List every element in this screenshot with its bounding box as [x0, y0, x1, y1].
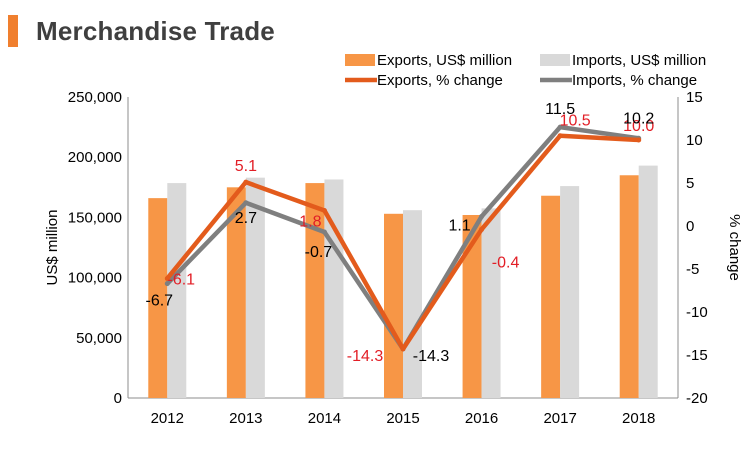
chart-lines [164, 124, 642, 352]
y-left-tick-label: 0 [114, 390, 122, 407]
exports-change-point [636, 137, 642, 143]
imports-change-point [243, 200, 249, 206]
y-right-tick-label: 0 [686, 218, 694, 235]
chart-bars [148, 165, 658, 398]
exports-change-label: 5.1 [235, 158, 257, 175]
x-tick-label: 2015 [386, 410, 419, 427]
imports-change-label: 11.5 [545, 101, 575, 118]
y-right-tick-label: 5 [686, 175, 694, 192]
exports-change-point [321, 208, 327, 214]
imports-change-label: -0.7 [305, 244, 333, 261]
y-right-tick-label: -15 [686, 347, 708, 364]
imports-bar [403, 210, 422, 398]
x-tick-label: 2016 [465, 410, 498, 427]
legend-exports-usd-swatch [345, 54, 375, 66]
imports-bar [560, 186, 580, 398]
imports-change-point [164, 281, 170, 287]
exports-change-point [243, 179, 249, 185]
chart-header: Merchandise Trade [8, 14, 275, 48]
imports-bar [167, 183, 187, 398]
page-title: Merchandise Trade [36, 15, 275, 46]
chart-data-labels: -6.1 5.1 1.8 -14.3 -0.4 10.5 10.0 -6.7 2.7 -0.7 -1… [145, 101, 654, 365]
title-accent-bar [8, 15, 18, 47]
imports-change-point [557, 124, 563, 130]
exports-bar [462, 214, 482, 398]
exports-change-point [164, 275, 170, 281]
imports-bar [481, 208, 501, 398]
exports-bar [619, 175, 639, 398]
exports-change-label: 1.8 [299, 214, 321, 231]
imports-change-label: -14.3 [413, 348, 450, 365]
exports-bar [226, 187, 246, 398]
exports-bar [384, 213, 403, 398]
imports-change-label: -6.7 [145, 293, 173, 310]
y-right-tick-label: -20 [686, 390, 708, 407]
exports-change-label: -14.3 [347, 348, 384, 365]
imports-change-label: 1.1 [448, 218, 470, 235]
exports-change-label: 10.5 [560, 113, 591, 130]
x-tick-label: 2012 [151, 410, 184, 427]
legend-imports-usd-swatch [540, 54, 570, 66]
y-left-tick-label: 250,000 [68, 89, 122, 106]
y-right-tick-label: -10 [686, 304, 708, 321]
y-left-tick-label: 200,000 [68, 149, 122, 166]
y-left-axis-title: US$ million [44, 210, 61, 286]
x-tick-label: 2018 [622, 410, 655, 427]
y-left-tick-label: 100,000 [68, 270, 122, 287]
x-tick-label: 2013 [229, 410, 262, 427]
legend-imports-usd-label: Imports, US$ million [572, 52, 706, 69]
legend-imports-change-label: Imports, % change [572, 72, 697, 89]
x-tick-label: 2014 [308, 410, 341, 427]
chart-legend: Exports, US$ million Imports, US$ million… [345, 52, 706, 89]
imports-bar [638, 165, 658, 398]
exports-change-label: -0.4 [492, 254, 520, 271]
exports-change-label: 10.0 [623, 118, 654, 135]
y-right-tick-label: -5 [686, 261, 699, 278]
y-left-tick-label: 150,000 [68, 209, 122, 226]
exports-bar [541, 195, 561, 398]
y-right-tick-label: 15 [686, 89, 703, 106]
exports-change-point [479, 226, 485, 232]
legend-exports-usd-label: Exports, US$ million [377, 52, 512, 69]
x-tick-label: 2017 [543, 410, 576, 427]
imports-change-label: 10.2 [623, 110, 654, 127]
y-right-axis-title: % change [726, 214, 743, 281]
y-right-tick-label: 10 [686, 132, 703, 149]
exports-change-point [400, 346, 406, 352]
imports-change-label: 2.7 [235, 210, 257, 227]
exports-change-point [557, 133, 563, 139]
chart-axes: 0 50,000 100,000 150,000 200,000 250,000 -20 -1… [44, 89, 743, 427]
imports-change-point [479, 214, 485, 220]
imports-bar [245, 177, 265, 398]
exports-change-label: -6.1 [167, 271, 195, 288]
exports-bar [148, 198, 168, 398]
legend-exports-change-label: Exports, % change [377, 72, 503, 89]
y-left-tick-label: 50,000 [76, 330, 122, 347]
exports-bar [305, 183, 325, 398]
imports-change-point [321, 229, 327, 235]
